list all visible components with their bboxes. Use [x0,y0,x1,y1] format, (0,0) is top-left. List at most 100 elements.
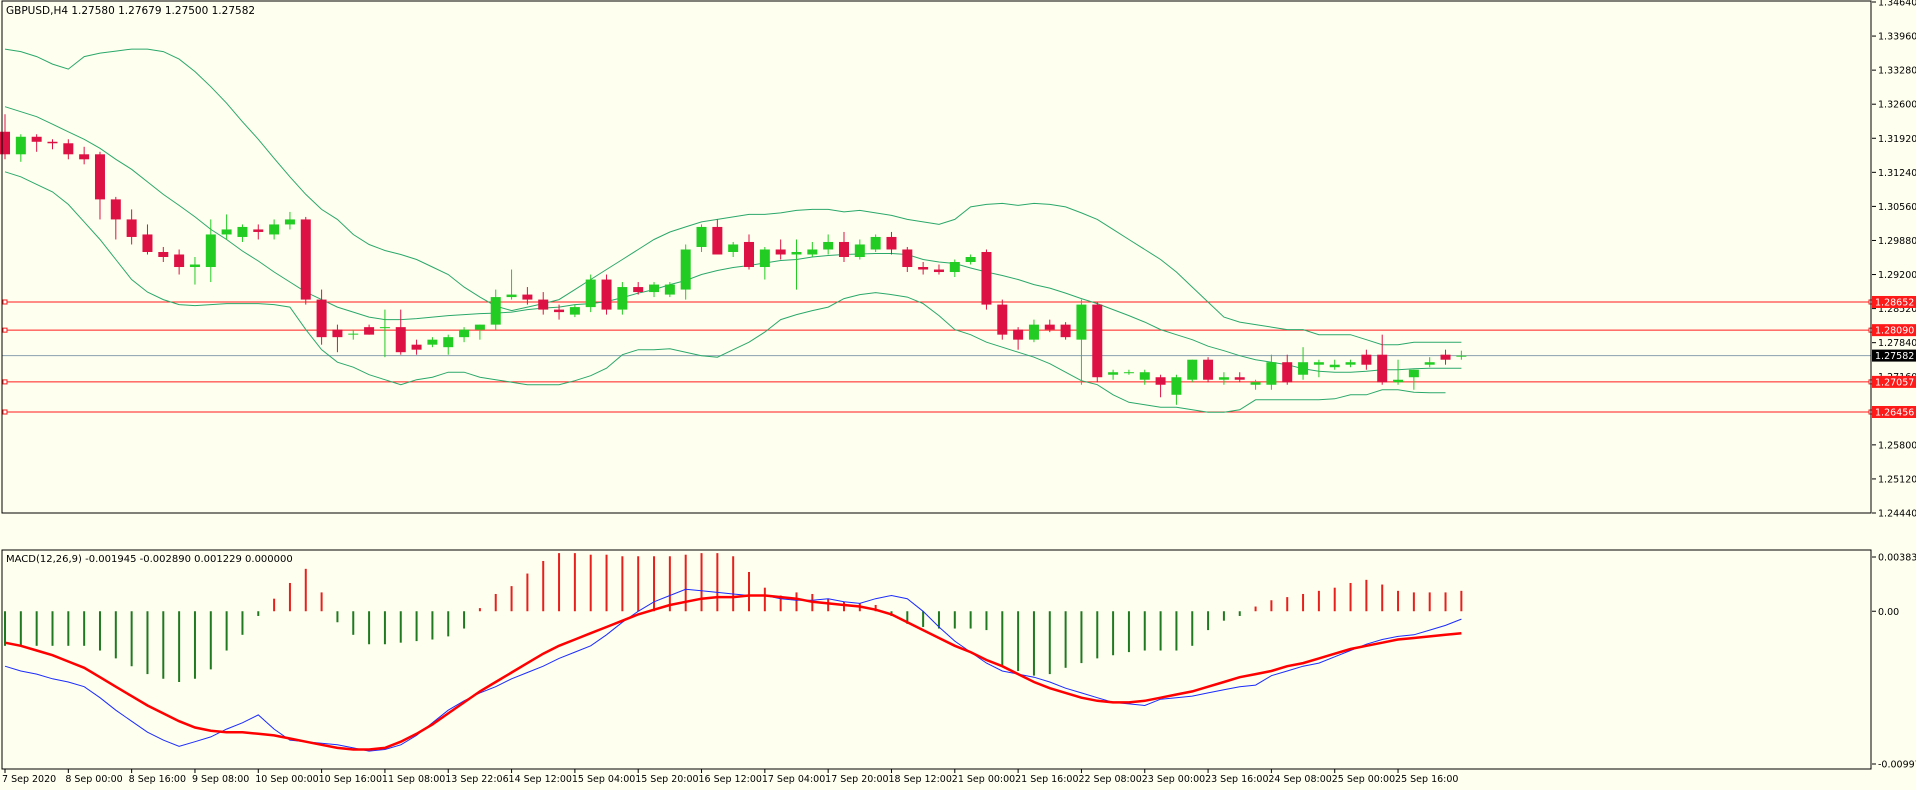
candle[interactable] [316,289,327,345]
candle[interactable] [411,339,422,355]
candle[interactable] [379,309,390,358]
candle[interactable] [1187,359,1198,383]
candle[interactable] [490,289,501,330]
candle[interactable] [474,324,485,340]
candle[interactable] [554,304,565,320]
candle[interactable] [870,234,881,252]
candle[interactable] [1440,349,1451,365]
candle[interactable] [807,241,818,257]
candle[interactable] [443,334,454,355]
candle[interactable] [94,151,105,220]
candle[interactable] [395,309,406,355]
candle[interactable] [1139,369,1150,385]
candle[interactable] [253,224,264,240]
candle[interactable] [332,324,343,353]
candle[interactable] [1123,369,1134,375]
candle[interactable] [1060,322,1071,340]
candle[interactable] [110,196,121,240]
horizontal-level-handle[interactable] [2,409,8,415]
horizontal-level-handle[interactable] [2,379,8,385]
candle[interactable] [174,249,185,275]
candle[interactable] [237,224,248,242]
candle[interactable] [649,282,660,298]
candle[interactable] [902,246,913,273]
candle[interactable] [1329,359,1340,370]
candle[interactable] [1092,302,1103,383]
candle[interactable] [189,256,200,285]
candle[interactable] [1203,357,1214,383]
candle[interactable] [1393,359,1404,385]
candle[interactable] [269,219,280,240]
candle[interactable] [142,224,153,255]
candle[interactable] [585,274,596,313]
candle[interactable] [348,329,359,340]
candle[interactable] [918,262,929,275]
candle[interactable] [1282,354,1293,385]
candle[interactable] [158,246,169,263]
candle[interactable] [617,282,628,315]
candle[interactable] [965,254,976,265]
candle[interactable] [364,324,375,335]
candle[interactable] [759,246,770,280]
candle[interactable] [300,216,311,305]
candle[interactable] [1013,327,1024,350]
candle[interactable] [79,146,90,165]
candle[interactable] [712,219,723,255]
candle[interactable] [1234,372,1245,383]
candle[interactable] [744,234,755,270]
candle[interactable] [221,214,232,240]
candle[interactable] [1424,357,1435,368]
candle[interactable] [949,259,960,278]
candle[interactable] [205,219,216,283]
candle[interactable] [838,231,849,263]
candle[interactable] [63,139,74,160]
candle[interactable] [284,211,295,230]
candle[interactable] [1076,299,1087,385]
candle[interactable] [47,139,58,150]
candle[interactable] [886,231,897,255]
candle[interactable] [1266,354,1277,390]
candle[interactable] [1108,369,1119,380]
candle[interactable] [601,274,612,315]
candle[interactable] [1028,319,1039,343]
macd-panel[interactable] [4,553,1463,752]
candle[interactable] [569,304,580,318]
candle[interactable] [854,239,865,260]
candle[interactable] [0,114,10,160]
candle[interactable] [1044,319,1055,333]
candle[interactable] [1171,374,1182,405]
candle[interactable] [696,224,707,252]
candle[interactable] [633,282,644,295]
candle[interactable] [15,134,26,162]
candle[interactable] [933,264,944,275]
candle[interactable] [728,241,739,257]
candle[interactable] [1361,349,1372,370]
horizontal-level-handle[interactable] [2,299,8,305]
candle[interactable] [680,244,691,300]
candle[interactable] [1345,359,1356,368]
candle[interactable] [427,337,438,348]
candle[interactable] [981,249,992,310]
candle[interactable] [791,239,802,290]
candle[interactable] [538,292,549,315]
candle[interactable] [459,327,470,343]
horizontal-level-handle[interactable] [2,327,8,333]
candle[interactable] [1250,379,1261,390]
price-panel[interactable] [0,48,1874,415]
candle[interactable] [775,239,786,260]
candle[interactable] [1155,374,1166,398]
candle[interactable] [522,287,533,305]
candle[interactable] [1298,347,1309,380]
candle[interactable] [1456,350,1467,360]
candle[interactable] [664,282,675,298]
candle[interactable] [1218,372,1229,385]
candle[interactable] [1377,334,1388,385]
candle[interactable] [126,209,137,245]
candle[interactable] [506,269,517,300]
candle[interactable] [823,234,834,255]
candle[interactable] [1408,369,1419,390]
candle[interactable] [997,299,1008,340]
candle[interactable] [1313,359,1324,378]
